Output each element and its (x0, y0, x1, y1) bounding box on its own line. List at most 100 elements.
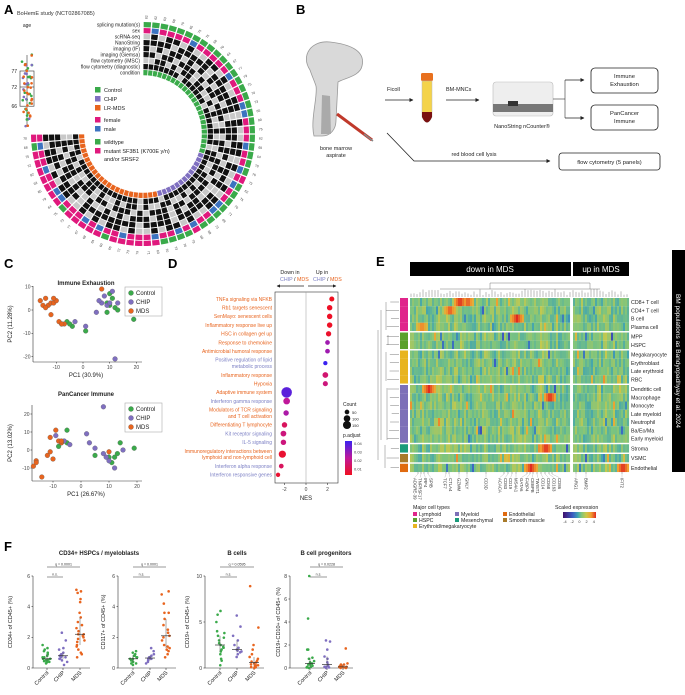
heatmap-cell (484, 454, 487, 463)
ring-cell (181, 77, 189, 85)
heatmap-cell (526, 434, 529, 443)
heatmap-cell (595, 401, 598, 410)
heatmap-cell (444, 375, 447, 384)
heatmap-cell (458, 454, 461, 463)
ring-cell (157, 220, 165, 227)
heatmap-cell (424, 314, 427, 323)
ring-cell (193, 71, 201, 80)
heatmap-cell (566, 401, 569, 410)
data-point-control (131, 651, 135, 654)
heatmap-cell (514, 409, 517, 419)
heatmap-cell (420, 454, 423, 463)
ring-cell (177, 47, 186, 55)
heatmap-cell (496, 385, 499, 394)
heatmap-cell (560, 426, 563, 435)
heatmap-cell (615, 340, 618, 350)
heatmap-cell (593, 367, 596, 376)
heatmap-cell (577, 409, 580, 419)
ring-cell (200, 119, 207, 125)
heatmap-cell (512, 322, 515, 332)
heatmap-cell (548, 340, 551, 350)
heatmap-cell (603, 340, 606, 350)
heatmap-cell (568, 385, 571, 394)
data-point-mds (75, 626, 78, 630)
heatmap-cell (562, 463, 565, 473)
heatmap-cell (420, 426, 423, 435)
heatmap-cell (568, 426, 571, 435)
heatmap-cell (474, 358, 477, 368)
ring-cell (151, 227, 159, 234)
cell-type-swatch (413, 518, 417, 522)
ring-track-sex (37, 28, 249, 240)
heatmap-cell (426, 393, 429, 402)
heatmap-cell (613, 463, 616, 473)
heatmap-cell (526, 454, 529, 463)
ring-cell (214, 59, 224, 69)
ring-cell (187, 92, 195, 100)
heatmap-cell (556, 375, 559, 384)
heatmap-cell (410, 434, 413, 443)
ring-cell (197, 192, 205, 201)
heatmap-cell (603, 454, 606, 463)
heatmap-cell (418, 314, 421, 323)
ring-cell (149, 209, 156, 216)
heatmap-cell (412, 350, 415, 359)
header-mds: MDS (330, 277, 342, 283)
heatmap-cell (506, 401, 509, 410)
data-point-chip (324, 639, 328, 642)
track-label: imaging (IF) (113, 46, 140, 52)
heatmap-cell (534, 444, 537, 453)
heatmap-cell (591, 306, 594, 315)
data-point-control (219, 657, 223, 661)
heatmap-cell (546, 306, 549, 315)
ring-track-splicing (31, 22, 255, 246)
heatmap-cell (440, 322, 443, 332)
ring-cell (212, 209, 222, 219)
ring-cell (201, 62, 210, 71)
heatmap-cell (528, 426, 531, 435)
x-axis-label: PC1 (30.9%) (69, 373, 103, 379)
track-label: flow cytometry (iMSC) (91, 58, 140, 64)
heatmap-cell (444, 322, 447, 332)
heatmap-cell (597, 350, 600, 359)
heatmap-cell (583, 306, 586, 315)
heatmap-cell (520, 426, 523, 435)
heatmap-cell (506, 393, 509, 402)
heatmap-cell (498, 358, 501, 368)
heatmap-cell (627, 314, 630, 323)
heatmap-cell (530, 409, 533, 419)
heatmap-cell (484, 463, 487, 473)
heatmap-cell (530, 426, 533, 435)
age-label: 69 (221, 218, 227, 224)
ring-cell (91, 168, 99, 176)
heatmap-cell (595, 314, 598, 323)
cell-type-label: Smooth muscle (509, 518, 545, 524)
heatmap-cell (456, 375, 459, 384)
heatmap-cell (460, 393, 463, 402)
heatmap-cell (579, 358, 582, 368)
heatmap-cell (416, 463, 419, 473)
ring-cell (43, 134, 49, 142)
ring-cell (161, 54, 168, 61)
heatmap-cell (486, 444, 489, 453)
heatmap-cell (446, 434, 449, 443)
heatmap-cell (593, 385, 596, 394)
heatmap-cell (416, 418, 419, 427)
heatmap-cell (607, 454, 610, 463)
heatmap-cell (454, 454, 457, 463)
y-tick-label: 10 (24, 430, 30, 436)
heatmap-cell (548, 306, 551, 315)
ring-cell (236, 165, 244, 174)
heatmap-cell (625, 322, 628, 332)
ring-cell (167, 31, 176, 38)
heatmap-cell (498, 367, 501, 376)
heatmap-cell (568, 350, 571, 359)
track-label: imaging (Giemsa) (101, 52, 141, 58)
heatmap-cell (488, 444, 491, 453)
ring-cell (72, 161, 80, 169)
heatmap-cell (514, 340, 517, 350)
ring-cell (230, 96, 238, 105)
heatmap-cell (462, 340, 465, 350)
heatmap-cell (623, 340, 626, 350)
heatmap-cell (623, 375, 626, 384)
